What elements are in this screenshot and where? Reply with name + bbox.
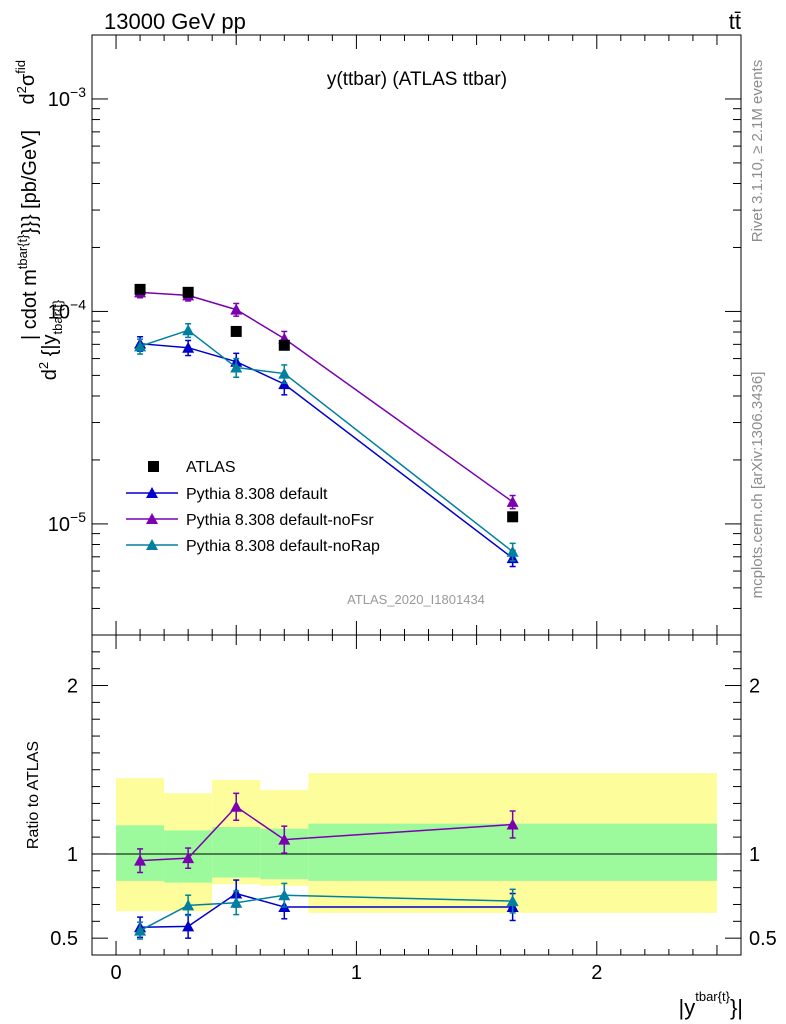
legend-label-nofsr: Pythia 8.308 default-noFsr [186, 512, 374, 529]
ratio-series-1-point [506, 818, 519, 830]
ratio-y-axis-label: Ratio to ATLAS [25, 741, 42, 849]
legend: ATLAS Pythia 8.308 default Pythia 8.308 … [126, 459, 380, 555]
legend-marker-norap [146, 539, 158, 550]
legend-marker-atlas [148, 461, 159, 472]
main-plot-area [134, 283, 519, 568]
ratio-y-tick-label-right: 2 [749, 676, 760, 698]
ratio-frame [91, 634, 742, 956]
ratio-plot-area [92, 792, 741, 940]
main-series-1-point [506, 495, 519, 507]
ratio-series-2-point [506, 895, 519, 907]
ratio-series-0-point [182, 920, 195, 932]
ratio-series-2-point [230, 896, 243, 908]
rivet-label: Rivet 3.1.10, ≥ 2.1M events [749, 60, 766, 243]
legend-label-norap: Pythia 8.308 default-noRap [186, 538, 380, 555]
ratio-series-1-point [230, 800, 243, 812]
main-y-axis-label: d2σfid [13, 60, 39, 104]
legend-entry-default: Pythia 8.308 default [126, 486, 328, 503]
atlas-data-point [134, 283, 146, 295]
main-series-2-point [506, 545, 519, 557]
atlas-data-point [507, 511, 519, 523]
main-y-tick-label: 10−3 [48, 84, 86, 111]
atlas-data-point [182, 286, 194, 298]
legend-label-default: Pythia 8.308 default [186, 486, 328, 503]
legend-marker-nofsr [146, 513, 158, 524]
legend-marker-default [146, 487, 158, 498]
atlas-data-point [230, 325, 242, 337]
x-tick-label: 2 [591, 962, 602, 984]
ratio-y-tick-label: 1 [67, 844, 78, 866]
ratio-y-tick-label: 0.5 [50, 928, 78, 950]
main-series-1-point [230, 303, 243, 315]
main-series-2-point [230, 361, 243, 373]
green-band-bin [212, 827, 261, 878]
main-series-0-point [182, 341, 195, 353]
process-label: tt̄ [729, 9, 741, 34]
ratio-uncertainty-bands [116, 773, 717, 913]
site-label: mcplots.cern.ch [arXiv:1306.3436] [749, 372, 766, 599]
ratio-series-2-point [134, 924, 147, 936]
main-series-2-point [134, 340, 147, 352]
ratio-series-1-point [182, 852, 195, 864]
ratio-y-tick-label-right: 0.5 [749, 928, 777, 950]
analysis-id: ATLAS_2020_I1801434 [347, 592, 485, 607]
main-y-axis-label-lower: d2 {|ytbar{t} [36, 299, 65, 380]
ratio-series-2-point [182, 899, 195, 911]
main-series-2-point [278, 367, 291, 379]
main-series-2-point [182, 324, 195, 336]
x-tick-label: 0 [110, 962, 121, 984]
ratio-series-1-point [134, 854, 147, 866]
ratio-y-tick-label-right: 1 [749, 844, 760, 866]
axes: 0 1 2 10−5 10−4 10−3 0.5 0.5 1 1 2 2 [48, 34, 777, 984]
atlas-data-point [278, 339, 290, 351]
x-axis-label: |ytbar{t}}| [679, 989, 743, 1020]
legend-entry-nofsr: Pythia 8.308 default-noFsr [126, 512, 374, 529]
ratio-series-2-point [278, 889, 291, 901]
energy-label: 13000 GeV pp [104, 9, 246, 34]
legend-label-atlas: ATLAS [186, 459, 236, 476]
main-y-tick-label: 10−5 [48, 509, 86, 536]
main-y-tick-label: 10−4 [48, 296, 86, 323]
ratio-series-1-point [278, 833, 291, 845]
main-y-axis-label-denominator: | cdot mtbar{t}}}} [pb/GeV] [15, 130, 41, 340]
x-tick-label: 1 [351, 962, 362, 984]
legend-entry-norap: Pythia 8.308 default-noRap [126, 538, 380, 555]
ratio-y-tick-label: 2 [67, 676, 78, 698]
plot-title: y(ttbar) (ATLAS ttbar) [327, 69, 507, 90]
